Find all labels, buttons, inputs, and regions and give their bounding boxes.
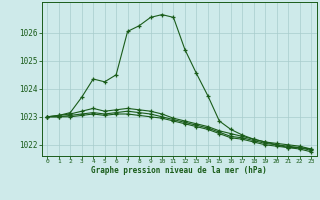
X-axis label: Graphe pression niveau de la mer (hPa): Graphe pression niveau de la mer (hPa) xyxy=(91,166,267,175)
